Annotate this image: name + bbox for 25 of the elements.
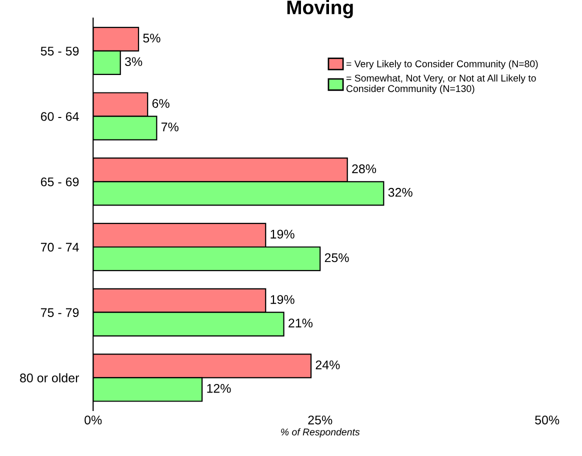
data-label: 7%	[161, 122, 178, 132]
data-label: 25%	[324, 253, 349, 262]
data-label: 3%	[125, 57, 142, 66]
data-label: 12%	[207, 384, 231, 393]
data-label: 19%	[270, 230, 294, 239]
data-label: 6%	[152, 99, 170, 108]
y-tick-label: 65 - 69	[40, 177, 79, 186]
data-label: 32%	[388, 188, 412, 197]
x-axis-title: % of Respondents	[281, 428, 360, 438]
data-label: 21%	[288, 318, 313, 328]
data-label: 19%	[270, 295, 294, 304]
data-label: 24%	[316, 360, 340, 370]
data-label: 28%	[352, 164, 376, 174]
legend-label: = Somewhat, Not Very, or Not at All Likely to Consider Community (N=130)	[346, 74, 536, 94]
y-tick-label: 80 or older	[20, 373, 80, 382]
x-tick-label: 25%	[308, 416, 332, 424]
x-tick-label: 0%	[84, 416, 102, 424]
x-tick-label: 50%	[535, 416, 560, 424]
chart-title: Moving	[287, 0, 353, 18]
y-tick-label: 75 - 79	[40, 308, 79, 318]
y-tick-label: 70 - 74	[40, 242, 79, 252]
y-tick-label: 60 - 64	[40, 112, 79, 121]
y-tick-label: 55 - 59	[40, 46, 79, 56]
legend-label: = Very Likely to Consider Community (N=80)	[346, 60, 538, 70]
data-label: 5%	[143, 34, 160, 43]
